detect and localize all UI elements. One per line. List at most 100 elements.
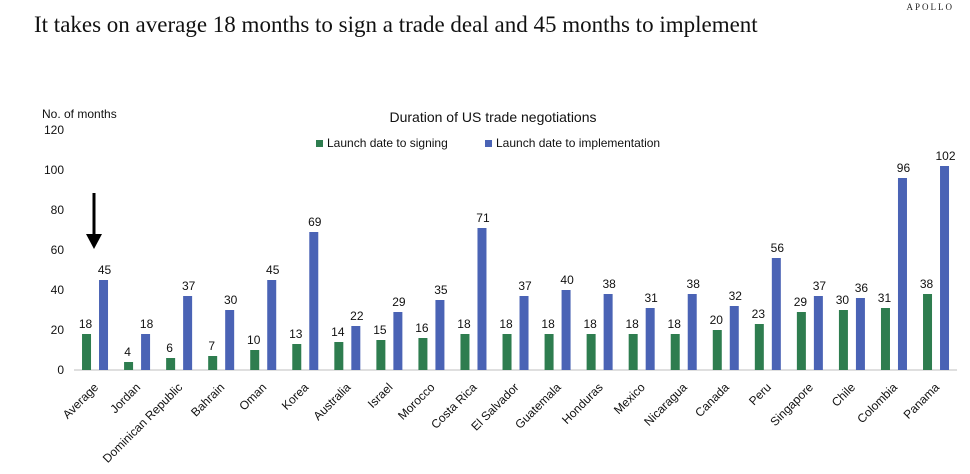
data-label-signing: 16 bbox=[415, 321, 429, 335]
data-label-signing: 15 bbox=[373, 323, 387, 337]
legend-label-signing: Launch date to signing bbox=[327, 136, 448, 150]
x-tick-label: Mexico bbox=[611, 380, 648, 417]
y-axis: 0 20 40 60 80 100 120 bbox=[44, 123, 64, 377]
bar-implementation bbox=[351, 326, 361, 370]
data-label-signing: 4 bbox=[124, 345, 131, 359]
data-label-signing: 13 bbox=[289, 327, 303, 341]
data-label-implementation: 56 bbox=[771, 241, 785, 255]
bar-implementation bbox=[309, 232, 319, 370]
bar-implementation bbox=[561, 290, 571, 370]
down-arrow-icon bbox=[86, 193, 102, 249]
x-tick-label: Oman bbox=[236, 380, 269, 413]
data-label-implementation: 69 bbox=[308, 215, 322, 229]
bar-signing bbox=[586, 334, 596, 370]
data-label-signing: 6 bbox=[166, 341, 173, 355]
bar-implementation bbox=[435, 300, 445, 370]
data-label-signing: 10 bbox=[247, 333, 261, 347]
bar-implementation bbox=[645, 308, 655, 370]
data-label-signing: 18 bbox=[499, 317, 513, 331]
bar-implementation bbox=[183, 296, 193, 370]
data-label-implementation: 37 bbox=[813, 279, 827, 293]
data-label-signing: 23 bbox=[752, 307, 766, 321]
bar-implementation bbox=[603, 294, 613, 370]
y-tick-label: 0 bbox=[57, 363, 64, 377]
x-tick-label: Chile bbox=[829, 380, 858, 409]
data-label-implementation: 38 bbox=[687, 277, 701, 291]
x-tick-label: Average bbox=[60, 380, 102, 422]
bar-signing bbox=[166, 358, 176, 370]
data-label-signing: 14 bbox=[331, 325, 345, 339]
bar-implementation bbox=[687, 294, 697, 370]
x-tick-label: Peru bbox=[746, 380, 774, 408]
bar-signing bbox=[754, 324, 764, 370]
data-label-implementation: 45 bbox=[98, 263, 112, 277]
bar-signing bbox=[460, 334, 470, 370]
data-label-implementation: 37 bbox=[518, 279, 532, 293]
data-label-signing: 18 bbox=[79, 317, 93, 331]
bar-implementation bbox=[813, 296, 823, 370]
data-label-implementation: 35 bbox=[434, 283, 448, 297]
bars: 18 45 4 18 6 37 7 30 10 45 13 69 14 22 15 29 16 35 18 71 18 3… bbox=[74, 149, 958, 371]
x-tick-label: Nicaragua bbox=[641, 380, 690, 429]
bar-implementation bbox=[225, 310, 235, 370]
bar-implementation bbox=[477, 228, 487, 370]
x-tick-label: Korea bbox=[279, 380, 312, 413]
bar-implementation bbox=[99, 280, 109, 370]
data-label-implementation: 38 bbox=[602, 277, 616, 291]
bar-implementation bbox=[897, 178, 907, 370]
bar-signing bbox=[418, 338, 428, 370]
x-tick-label: Morocco bbox=[395, 380, 438, 423]
data-label-implementation: 37 bbox=[182, 279, 196, 293]
data-label-implementation: 31 bbox=[644, 291, 658, 305]
x-tick-label: Israel bbox=[365, 380, 396, 411]
data-label-implementation: 45 bbox=[266, 263, 280, 277]
y-tick-label: 40 bbox=[51, 283, 65, 297]
data-label-implementation: 96 bbox=[897, 161, 911, 175]
bar-signing bbox=[712, 330, 722, 370]
x-tick-label: Dominican Republic bbox=[100, 380, 185, 465]
data-label-implementation: 40 bbox=[560, 273, 574, 287]
data-label-implementation: 71 bbox=[476, 211, 490, 225]
y-tick-label: 100 bbox=[44, 163, 64, 177]
data-label-signing: 38 bbox=[920, 277, 934, 291]
bar-signing bbox=[544, 334, 554, 370]
bar-signing bbox=[502, 334, 512, 370]
data-label-signing: 7 bbox=[208, 339, 215, 353]
bar-signing bbox=[250, 350, 260, 370]
data-label-implementation: 30 bbox=[224, 293, 238, 307]
data-label-signing: 18 bbox=[583, 317, 597, 331]
bar-signing bbox=[880, 308, 890, 370]
data-label-signing: 30 bbox=[836, 293, 850, 307]
data-label-implementation: 18 bbox=[140, 317, 154, 331]
bar-implementation bbox=[771, 258, 781, 370]
data-label-implementation: 22 bbox=[350, 309, 364, 323]
bar-signing bbox=[376, 340, 386, 370]
data-label-implementation: 102 bbox=[936, 149, 956, 163]
bar-signing bbox=[923, 294, 933, 370]
data-label-implementation: 29 bbox=[392, 295, 406, 309]
legend-swatch-implementation bbox=[485, 140, 492, 147]
bar-implementation bbox=[267, 280, 277, 370]
y-tick-label: 80 bbox=[51, 203, 65, 217]
bar-implementation bbox=[855, 298, 865, 370]
x-tick-label: Canada bbox=[692, 380, 732, 420]
data-label-signing: 18 bbox=[668, 317, 682, 331]
bar-signing bbox=[796, 312, 806, 370]
y-tick-label: 20 bbox=[51, 323, 65, 337]
data-label-signing: 18 bbox=[541, 317, 555, 331]
y-tick-label: 120 bbox=[44, 123, 64, 137]
x-tick-label: Guatemala bbox=[512, 380, 564, 432]
headline: It takes on average 18 months to sign a … bbox=[34, 12, 758, 37]
data-label-signing: 18 bbox=[457, 317, 471, 331]
data-label-signing: 18 bbox=[625, 317, 639, 331]
data-label-implementation: 36 bbox=[855, 281, 869, 295]
legend: Launch date to signing Launch date to im… bbox=[316, 136, 660, 150]
x-tick-label: Bahrain bbox=[188, 380, 227, 419]
bar-signing bbox=[208, 356, 218, 370]
legend-label-implementation: Launch date to implementation bbox=[496, 136, 660, 150]
data-label-signing: 20 bbox=[710, 313, 724, 327]
bar-implementation bbox=[729, 306, 739, 370]
x-tick-label: Honduras bbox=[559, 380, 606, 427]
